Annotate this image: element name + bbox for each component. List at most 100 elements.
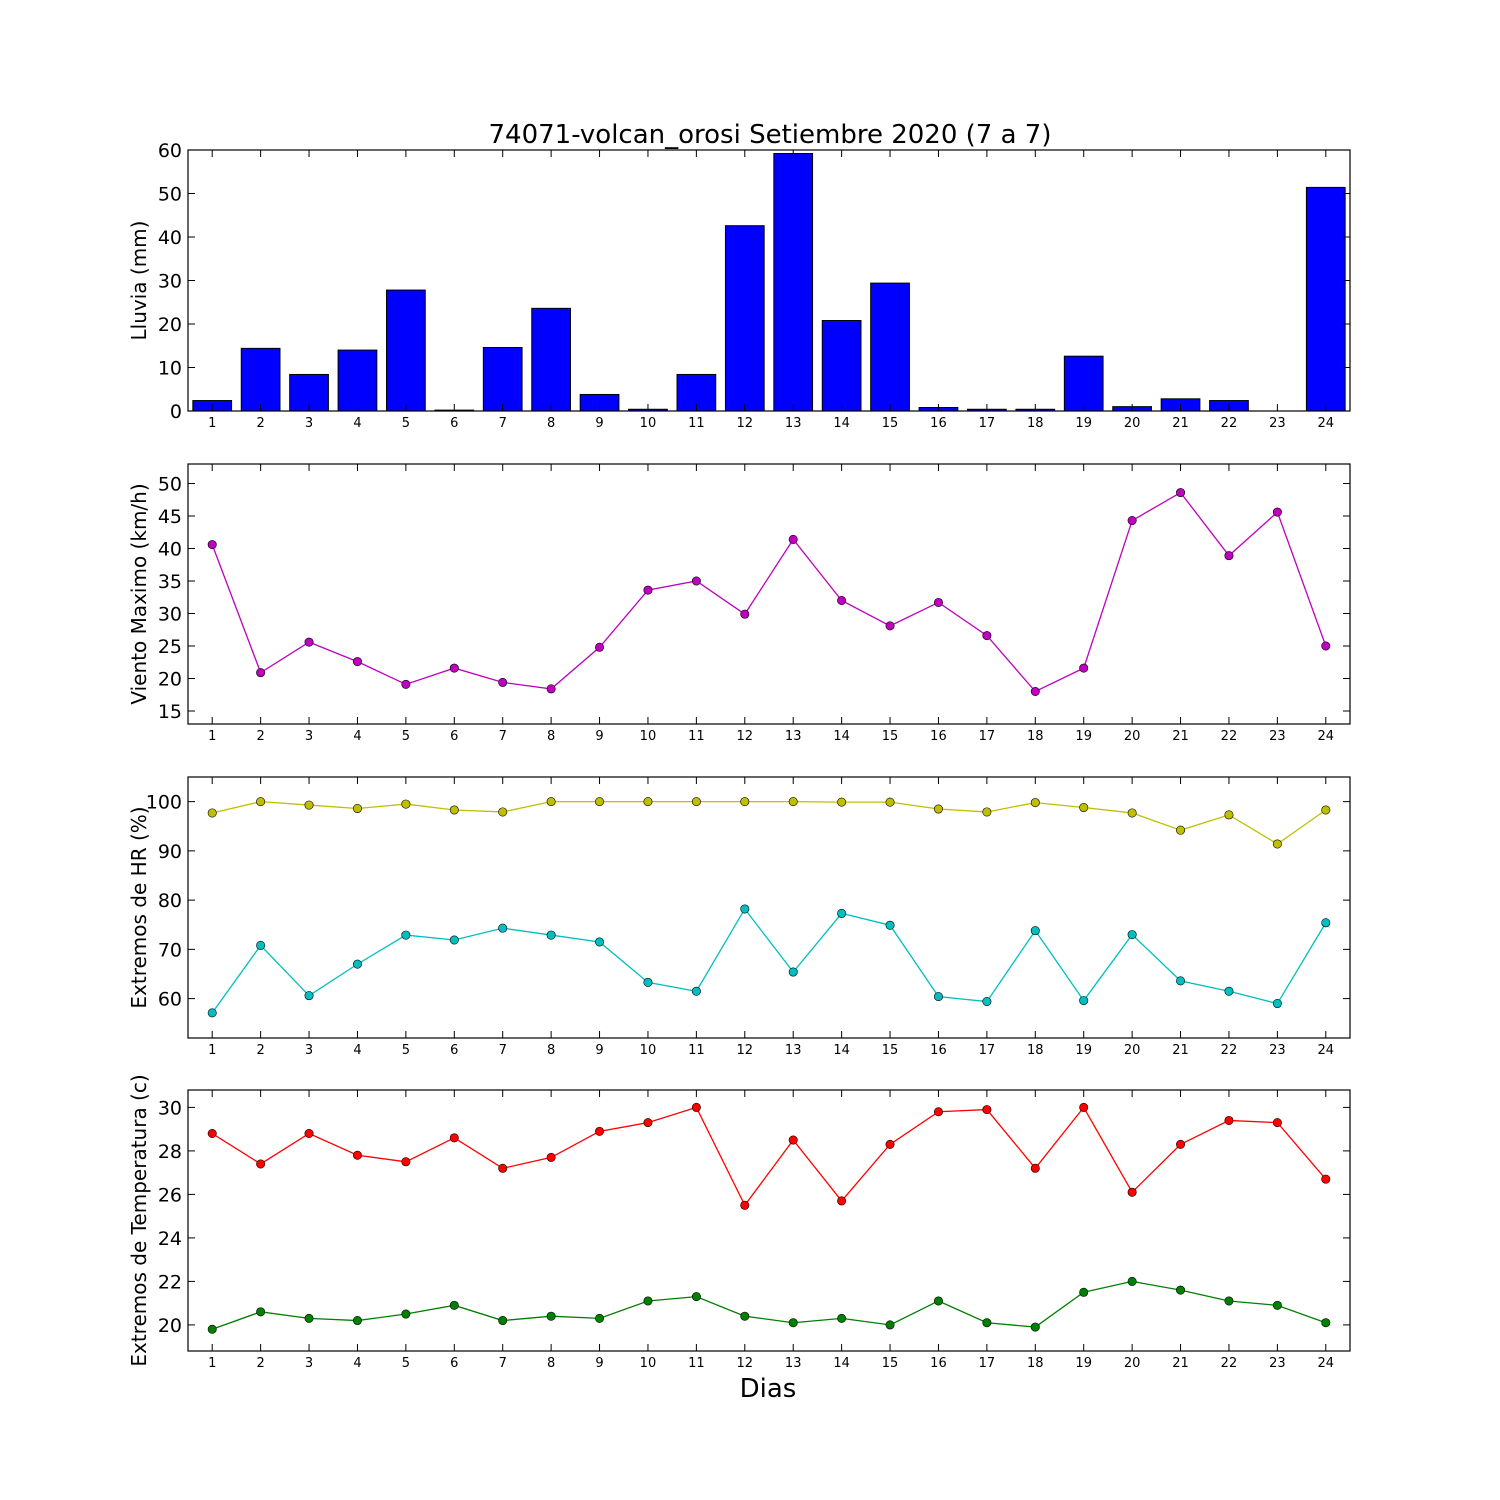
bar-day-24 [1305,186,1346,412]
xtick-label: 19 [1075,729,1092,744]
series-1-point-day-13 [788,534,798,544]
series-line-2 [211,1280,1327,1330]
xtick-label: 10 [640,1043,657,1058]
series-2-point-day-4 [352,1316,362,1326]
ytick-label: 80 [158,890,182,912]
xtick-label: 21 [1172,729,1189,744]
ytick-label: 25 [158,636,182,658]
xtick-label: 11 [688,1356,705,1371]
xtick-label: 10 [640,1356,657,1371]
series-1-point-day-3 [304,800,314,810]
ytick-label: 28 [158,1141,182,1163]
xtick-label: 3 [305,729,313,744]
bar-day-13 [773,152,814,412]
series-2-point-day-18 [1030,1322,1040,1332]
bar-day-5 [386,289,426,412]
xtick-label: 8 [547,1043,555,1058]
xtick-label: 12 [737,1043,754,1058]
xtick-label: 16 [930,416,947,431]
series-1-point-day-20 [1127,808,1137,818]
y-axis-label: Extremos de Temperatura (c) [127,1074,151,1366]
xtick-label: 9 [595,416,603,431]
ytick-label: 20 [158,314,182,336]
xtick-label: 11 [688,416,705,431]
series-1-point-day-20 [1127,1187,1137,1197]
xtick-label: 8 [547,1356,555,1371]
series-2-point-day-21 [1176,976,1186,986]
series-2-point-day-24 [1321,918,1331,928]
series-2-point-day-8 [546,930,556,940]
xtick-label: 8 [547,416,555,431]
series-2-point-day-9 [595,1313,605,1323]
xtick-label: 20 [1124,416,1141,431]
xtick-label: 4 [353,1043,361,1058]
series-1-point-day-1 [207,540,217,550]
series-2-point-day-13 [788,967,798,977]
xtick-label: 13 [785,1356,802,1371]
xtick-label: 2 [256,416,264,431]
xtick-label: 18 [1027,1356,1044,1371]
xtick-label: 20 [1124,1356,1141,1371]
series-1-point-day-23 [1272,507,1282,517]
series-1-point-day-22 [1224,810,1234,820]
series-1-point-day-12 [740,1200,750,1210]
series-1-point-day-19 [1079,663,1089,673]
series-2-point-day-16 [933,992,943,1002]
series-1-point-day-17 [982,807,992,817]
series-2-point-day-10 [643,1296,653,1306]
series-1-point-day-6 [449,663,459,673]
series-2-point-day-20 [1127,930,1137,940]
series-1-point-day-4 [352,804,362,814]
ytick-label: 90 [158,841,182,863]
xtick-label: 18 [1027,729,1044,744]
series-1-point-day-21 [1176,488,1186,498]
xtick-label: 19 [1075,1356,1092,1371]
xtick-label: 24 [1318,416,1335,431]
series-2-point-day-17 [982,1318,992,1328]
xtick-label: 7 [499,729,507,744]
series-2-point-day-5 [401,1309,411,1319]
xtick-label: 12 [737,416,754,431]
xtick-label: 3 [305,416,313,431]
series-2-point-day-15 [885,920,895,930]
series-1-point-day-16 [933,597,943,607]
axes-frame [187,776,1351,1039]
series-2-point-day-2 [256,940,266,950]
xtick-label: 7 [499,416,507,431]
series-1-point-day-7 [498,1163,508,1173]
series-1-point-day-22 [1224,1115,1234,1125]
series-1-point-day-11 [691,797,701,807]
series-1-point-day-8 [546,797,556,807]
ytick-label: 20 [158,1315,182,1337]
axes-frame [187,463,1351,725]
series-1-point-day-9 [595,642,605,652]
series-1-point-day-2 [256,668,266,678]
series-1-point-day-9 [595,1126,605,1136]
xtick-label: 2 [256,729,264,744]
series-1-point-day-17 [982,1105,992,1115]
ytick-label: 30 [158,1097,182,1119]
xtick-label: 11 [688,729,705,744]
xtick-label: 6 [450,1043,458,1058]
xtick-label: 17 [979,1356,996,1371]
ytick-label: 30 [158,271,182,293]
series-1-point-day-10 [643,1118,653,1128]
series-line-1 [211,1106,1327,1207]
series-2-point-day-10 [643,977,653,987]
series-2-point-day-14 [837,1313,847,1323]
bar-day-14 [821,320,862,412]
series-1-point-day-14 [837,1196,847,1206]
series-1-point-day-16 [933,804,943,814]
ytick-label: 45 [158,506,182,528]
series-2-point-day-20 [1127,1276,1137,1286]
series-1-point-day-6 [449,805,459,815]
bar-day-15 [870,282,910,412]
series-1-point-day-3 [304,1129,314,1139]
series-1-point-day-1 [207,1129,217,1139]
series-2-point-day-19 [1079,1287,1089,1297]
series-2-point-day-2 [256,1307,266,1317]
bar-day-8 [531,307,571,412]
series-line-1 [212,800,1327,845]
